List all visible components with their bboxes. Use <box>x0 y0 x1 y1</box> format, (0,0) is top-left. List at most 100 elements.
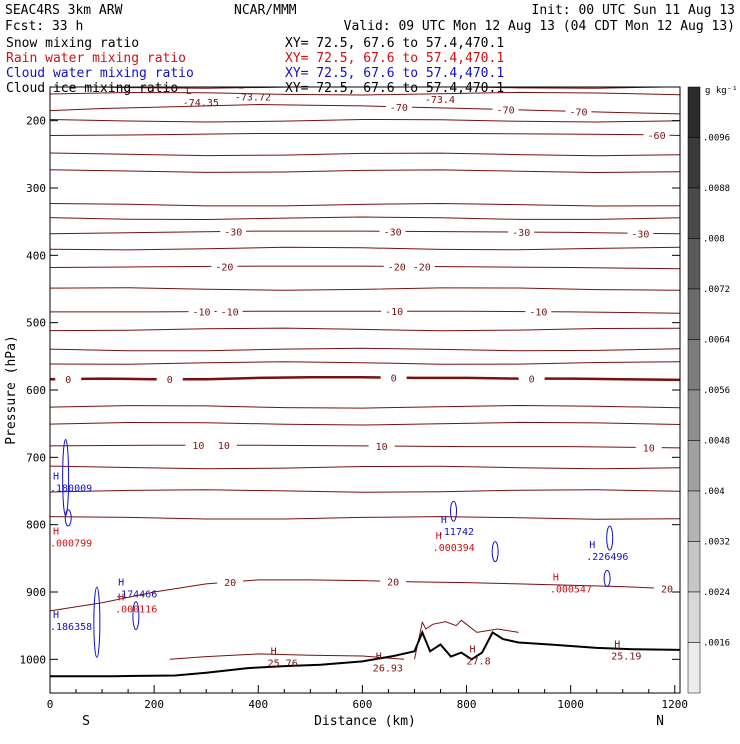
colorbar-tick-label: .0096 <box>703 134 730 144</box>
warm-contour <box>169 653 405 660</box>
contour-label: -20 <box>413 262 431 273</box>
extremum-marker: L <box>238 81 244 92</box>
contour-label: 10 <box>643 444 655 455</box>
y-axis-label: Pressure (hPa) <box>4 335 19 445</box>
cloud-water-contour <box>62 439 70 517</box>
colorbar-swatch <box>687 288 701 340</box>
plot-content: 0 0 0 0 -70 -70 -70 -60 -30 -30 -30 -30 -20 -20 -20 -10… <box>50 81 680 678</box>
contour-label-bg <box>188 305 215 317</box>
contour-label: -60 <box>648 131 666 142</box>
plot-area: 0 0 0 0 -70 -70 -70 -60 -30 -30 -30 -30 -20 -20 -20 -10… <box>50 81 680 678</box>
isotherm-line <box>50 347 680 352</box>
extremum-marker: H <box>118 578 124 589</box>
isotherm-line <box>50 246 680 251</box>
warm-contour <box>414 619 519 660</box>
y-tick-label: 900 <box>26 586 46 599</box>
field-xy: XY= 72.5, 67.6 to 57.4,470.1 <box>285 81 504 96</box>
contour-label-bg <box>380 371 407 383</box>
cloud-water-contour <box>603 570 611 588</box>
y-tick-label: 400 <box>26 249 46 262</box>
cloud-water-contour <box>450 500 458 522</box>
extremum-marker: H <box>118 592 124 603</box>
contour-label-bg <box>627 227 654 239</box>
contour-label-bg <box>385 100 412 112</box>
temperature-contour--60 <box>50 133 680 136</box>
y-tick-label: 800 <box>26 519 46 532</box>
contour-label-bg <box>635 441 662 453</box>
contour-label: -30 <box>224 227 242 238</box>
extremum-marker: H <box>436 531 442 542</box>
contour-label: -30 <box>384 227 402 238</box>
contour-label: 10 <box>192 441 204 452</box>
colorbar-tick-label: .0016 <box>703 639 730 649</box>
isotherm-line <box>50 465 680 470</box>
extremum-value: -73.72 <box>235 93 271 104</box>
x-axis-label: Distance (km) <box>314 714 416 729</box>
x-tick-label: 800 <box>457 698 477 711</box>
extremum-value: 25.76 <box>268 658 298 669</box>
y-tick-label: 700 <box>26 451 46 464</box>
contour-label-bg <box>653 582 680 594</box>
colorbar-swatch <box>687 591 701 643</box>
contour-label: 20 <box>387 577 399 588</box>
contour-label-bg <box>55 372 82 384</box>
cloud-water-contour <box>606 525 614 551</box>
field-name: Cloud ice mixing ratio <box>6 81 178 96</box>
contour-label: -10 <box>529 308 547 319</box>
extremum-value: .186358 <box>50 622 92 633</box>
field-name: Cloud water mixing ratio <box>6 66 194 81</box>
south-label: S <box>82 714 90 729</box>
isotherm-line <box>50 91 680 96</box>
extremum-marker: H <box>589 540 595 551</box>
temperature-contour-0 <box>50 375 680 382</box>
contour-label-bg <box>156 373 183 385</box>
colorbar-swatch <box>687 339 701 391</box>
contour-label-bg <box>368 440 395 452</box>
extremum-marker: H <box>441 515 447 526</box>
isotherm-line <box>50 516 680 520</box>
colorbar-swatch <box>687 238 701 290</box>
plot-frame <box>49 86 681 694</box>
extremum-value: .000799 <box>50 538 92 549</box>
valid-time: Valid: 09 UTC Mon 12 Aug 13 (04 CDT Mon … <box>344 19 735 34</box>
extremum-value: 26.93 <box>373 664 403 675</box>
contour-label-bg <box>518 372 545 384</box>
extremum-value: -74.35 <box>183 98 219 109</box>
extremum-marker: H <box>53 610 59 621</box>
temperature-contour--30 <box>50 230 680 235</box>
colorbar-swatch <box>687 642 701 694</box>
field-xy: XY= 72.5, 67.6 to 57.4,470.1 <box>285 66 504 81</box>
temperature-contour--20 <box>50 265 680 270</box>
x-tick-label: 200 <box>144 698 164 711</box>
colorbar-swatch <box>687 187 701 239</box>
model-title: SEAC4RS 3km ARW <box>5 3 123 18</box>
extremum-marker: H <box>376 652 382 663</box>
x-tick-label: 400 <box>248 698 268 711</box>
isotherm-line <box>50 152 680 157</box>
contour-label-bg <box>216 305 243 317</box>
contour-label-bg <box>185 439 212 451</box>
contour-label-bg <box>508 226 535 238</box>
field-xy: XY= 72.5, 67.6 to 57.4,470.1 <box>285 51 504 66</box>
contour-label: -20 <box>215 262 233 273</box>
contour-label: 0 <box>391 374 397 385</box>
contour-label: 0 <box>167 375 173 386</box>
isotherm-line <box>50 327 680 332</box>
colorbar: .0096 .0088 .008 .0072 .0064 .0056 .0048 .004 .0… <box>687 86 730 694</box>
isotherm-line <box>74 87 680 89</box>
extremum-value: -73.4 <box>425 95 455 106</box>
y-tick-label: 300 <box>26 182 46 195</box>
contour-label-bg <box>217 576 244 588</box>
colorbar-tick-label: .0072 <box>703 285 730 295</box>
field-name: Snow mixing ratio <box>6 36 139 51</box>
extremum-marker: H <box>271 646 277 657</box>
extremum-value: .226496 <box>586 552 628 563</box>
contour-label: 10 <box>218 441 230 452</box>
colorbar-tick-label: .004 <box>703 487 725 497</box>
isotherm-line <box>50 421 680 426</box>
extremum-value: .000116 <box>115 604 157 615</box>
colorbar-swatch <box>687 490 701 542</box>
extremum-value: .174466 <box>115 590 157 601</box>
